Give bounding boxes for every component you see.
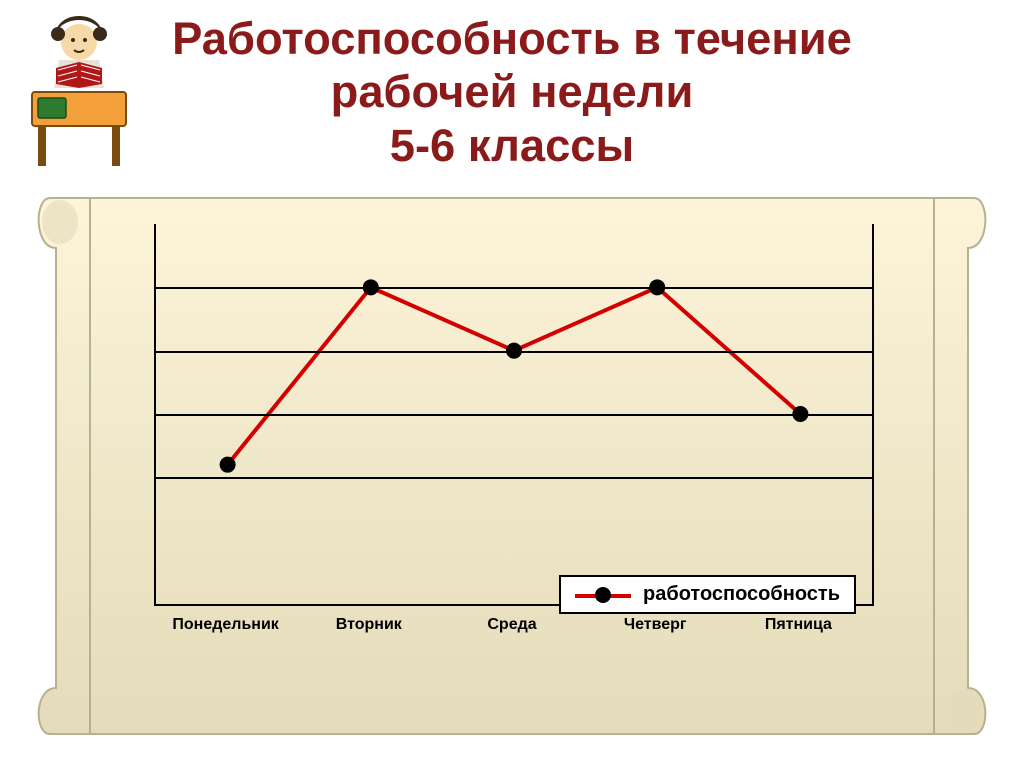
x-axis-label: Четверг xyxy=(624,616,687,634)
x-axis-label: Пятница xyxy=(765,616,832,634)
grid-line xyxy=(156,477,872,479)
grid-line xyxy=(156,414,872,416)
grid-line xyxy=(156,287,872,289)
grid-line xyxy=(156,351,872,353)
legend: работоспособность xyxy=(559,575,856,614)
legend-label: работоспособность xyxy=(643,583,840,606)
x-axis-label: Понедельник xyxy=(172,616,278,634)
legend-swatch xyxy=(575,594,631,596)
data-marker xyxy=(220,457,236,473)
slide-title: Работоспособность в течение рабочей неде… xyxy=(0,12,1024,172)
x-axis-label: Вторник xyxy=(336,616,402,634)
slide: Работоспособность в течение рабочей неде… xyxy=(0,0,1024,767)
x-axis-label: Среда xyxy=(487,616,536,634)
chart: работоспособность Понедельник Вторник Сред… xyxy=(50,200,974,720)
plot-area xyxy=(154,224,874,606)
